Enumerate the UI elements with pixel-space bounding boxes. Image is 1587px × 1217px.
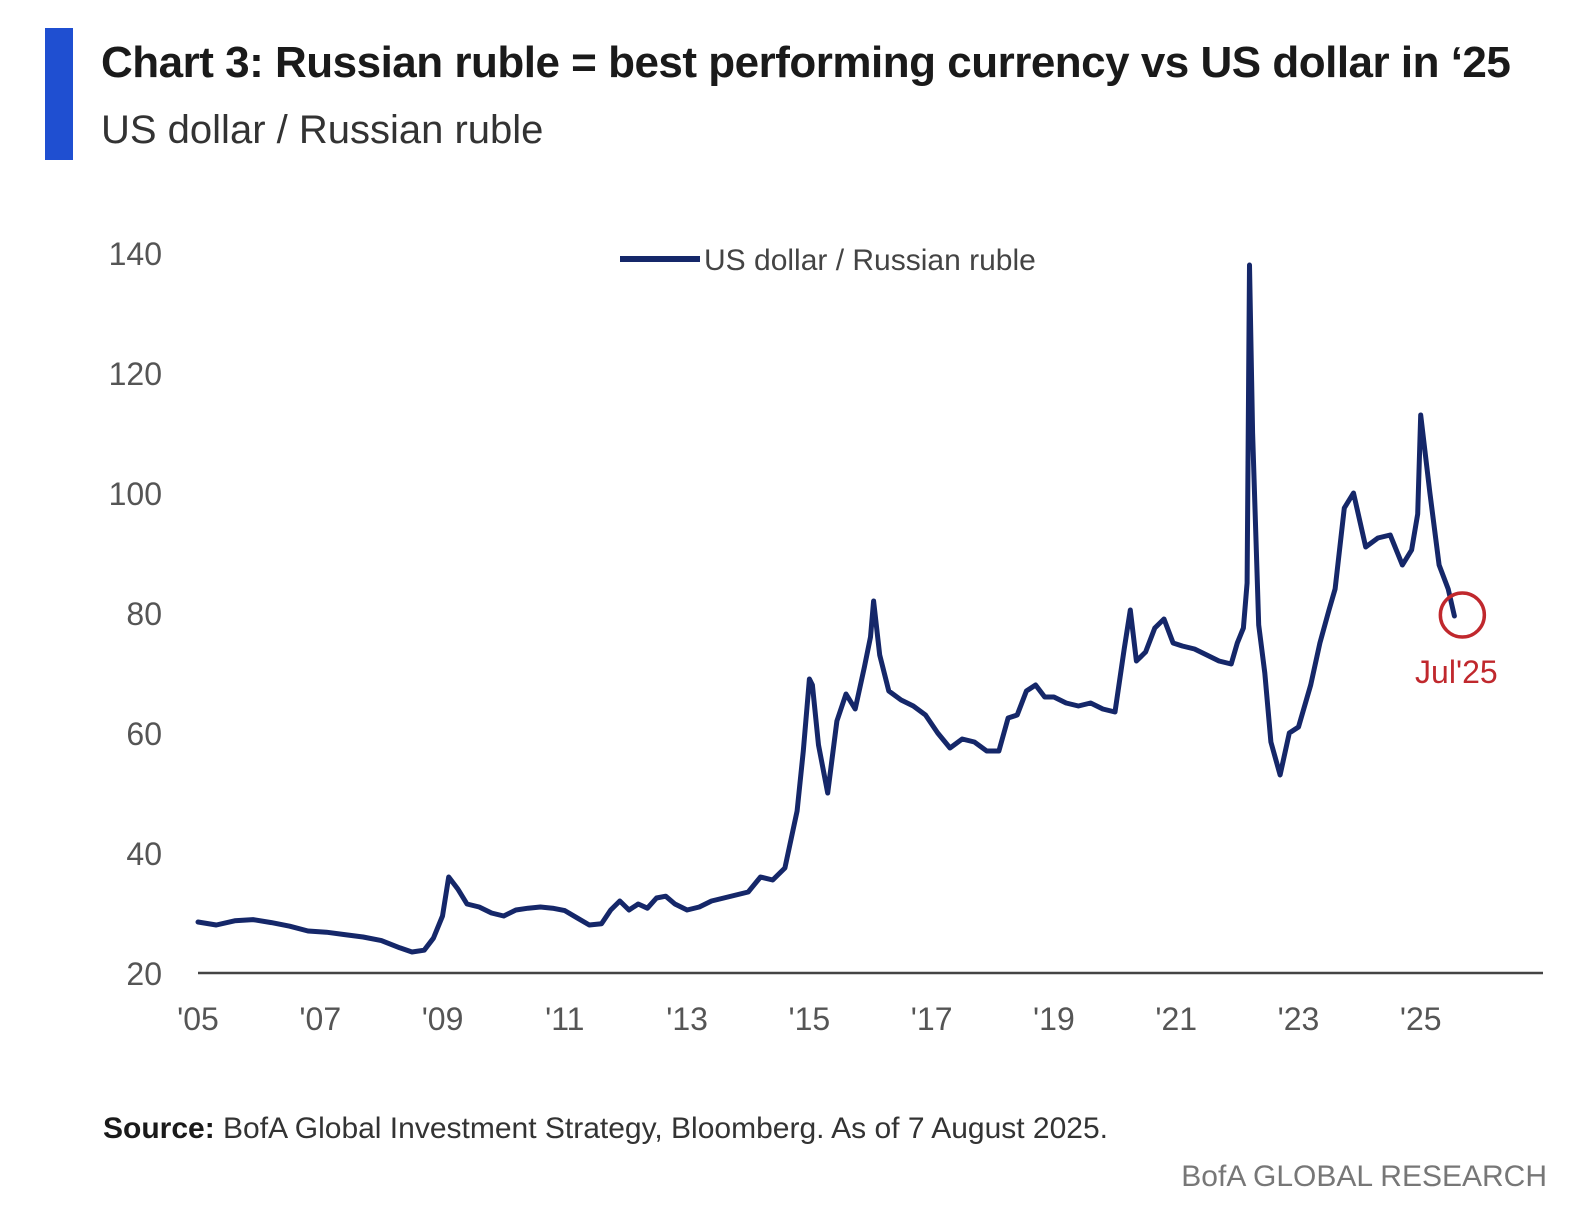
series-line — [195, 262, 1457, 955]
x-tick-label: '15 — [789, 1001, 831, 1037]
legend-label: US dollar / Russian ruble — [704, 244, 1036, 277]
x-tick-label: '21 — [1155, 1001, 1197, 1037]
y-tick-label: 100 — [109, 476, 162, 512]
source-text: BofA Global Investment Strategy, Bloombe… — [214, 1112, 1109, 1145]
chart-title: Chart 3: Russian ruble = best performing… — [101, 38, 1511, 87]
brand-footer: BofA GLOBAL RESEARCH — [1181, 1160, 1547, 1193]
title-accent-bar — [45, 28, 73, 160]
source-note: Source: BofA Global Investment Strategy,… — [103, 1112, 1108, 1146]
x-tick-label: '19 — [1033, 1001, 1075, 1037]
y-tick-label: 20 — [126, 956, 162, 992]
x-tick-label: '11 — [545, 1001, 584, 1037]
x-tick-label: '09 — [422, 1001, 464, 1037]
x-tick-label: '05 — [177, 1001, 219, 1037]
y-tick-label: 120 — [109, 356, 162, 392]
y-tick-label: 80 — [126, 596, 162, 632]
x-tick-label: '25 — [1400, 1001, 1442, 1037]
y-tick-label: 40 — [126, 836, 162, 872]
x-tick-label: '07 — [299, 1001, 341, 1037]
jul25-highlight-circle — [1438, 591, 1487, 639]
annotation-label: Jul'25 — [1415, 654, 1498, 690]
x-tick-label: '13 — [666, 1001, 708, 1037]
chart-subtitle: US dollar / Russian ruble — [101, 108, 544, 152]
y-tick-label: 140 — [109, 236, 162, 272]
x-tick-label: '23 — [1278, 1001, 1320, 1037]
source-label: Source: — [103, 1112, 215, 1145]
x-tick-label: '17 — [911, 1001, 953, 1037]
y-tick-label: 60 — [126, 716, 162, 752]
